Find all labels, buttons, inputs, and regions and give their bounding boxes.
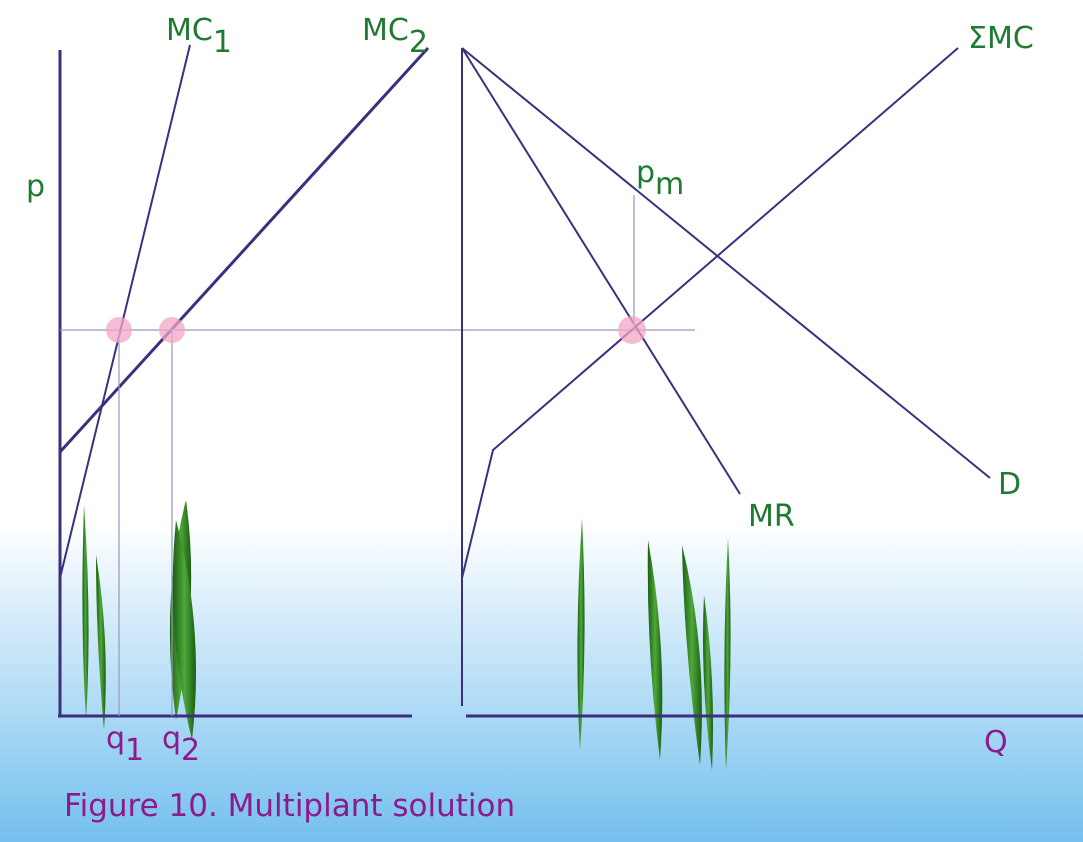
diagram: p MC1 MC2 ΣMC pm MR D q1 q2 Q Figure 10.… xyxy=(0,0,1083,842)
label-sub: 2 xyxy=(409,25,428,60)
mr-label: MR xyxy=(748,499,795,534)
label-sub: 2 xyxy=(181,733,200,768)
label-main: q xyxy=(106,721,125,756)
label-main: q xyxy=(162,721,181,756)
caption: Figure 10. Multiplant solution xyxy=(64,788,515,824)
label-sub: 1 xyxy=(213,25,232,60)
price-label: p xyxy=(26,169,45,204)
demand-label: D xyxy=(998,467,1021,502)
label-sub: m xyxy=(655,167,684,202)
label-main: MC xyxy=(166,13,213,48)
label-main: p xyxy=(636,155,655,190)
equilibrium-dot xyxy=(106,317,132,343)
equilibrium-dot xyxy=(159,317,185,343)
label-sub: 1 xyxy=(125,733,144,768)
quantity-label: Q xyxy=(984,725,1008,760)
label-main: MC xyxy=(362,13,409,48)
sum-mc-label: ΣMC xyxy=(968,21,1034,56)
equilibrium-dot xyxy=(618,316,646,344)
